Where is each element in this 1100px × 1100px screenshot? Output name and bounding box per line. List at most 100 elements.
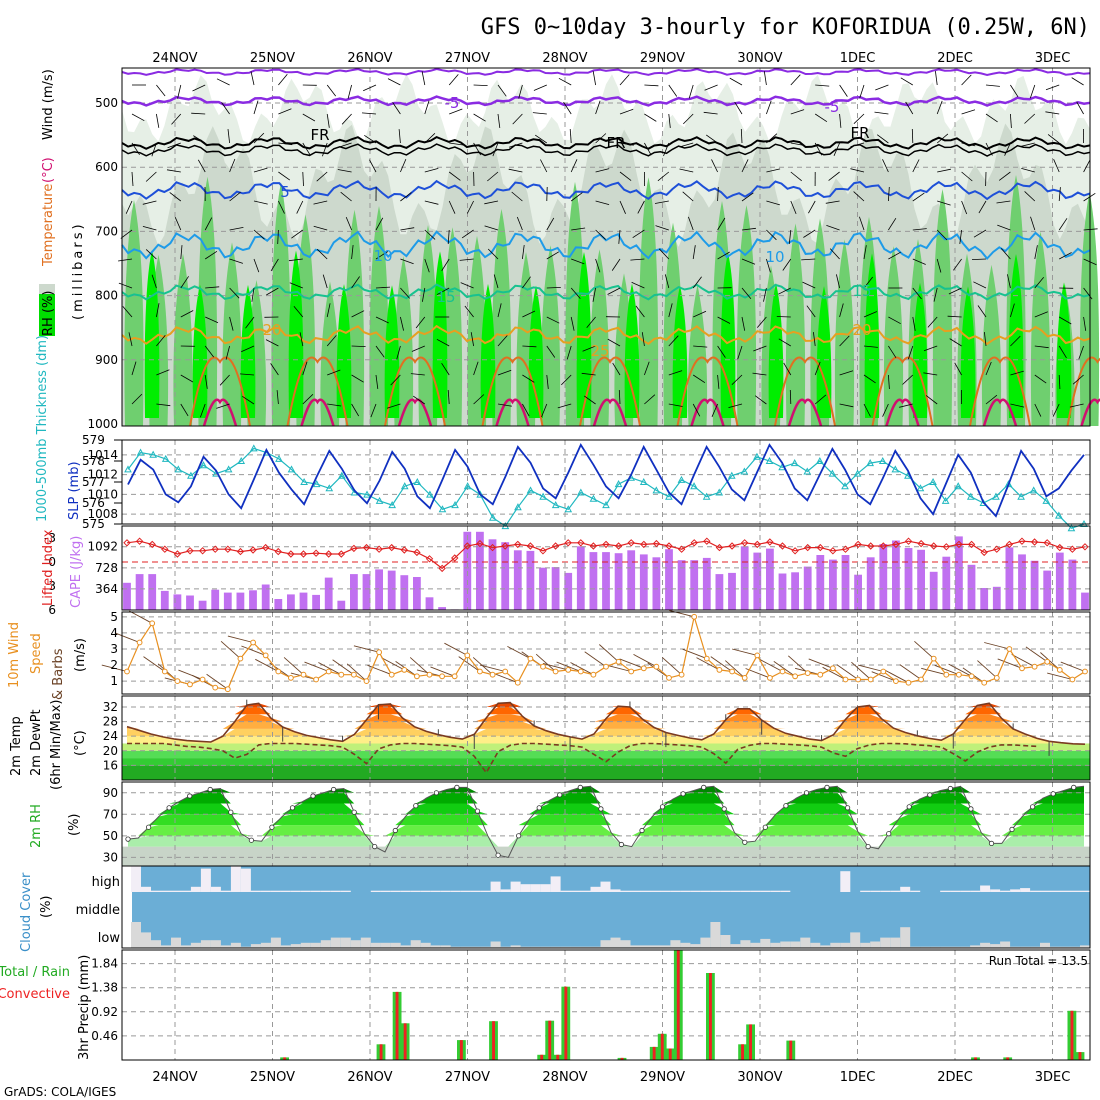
upper-wind-barb [668, 370, 683, 376]
thickness-point-13 [287, 465, 296, 473]
wind-barb-12 [255, 658, 279, 672]
upper-wind-barb [693, 310, 707, 318]
cloud-high-bar-76 [890, 890, 901, 892]
wind-barb-52 [759, 658, 783, 672]
temp-ytick-28: 28 [103, 715, 118, 729]
cape-bar-53 [791, 572, 799, 610]
cape-bar-58 [854, 574, 862, 610]
cloud-high-bar-6 [190, 886, 201, 892]
cape-bar-67 [967, 564, 976, 610]
upper-wind-barb [1021, 142, 1035, 147]
upper-wind-barb [400, 192, 412, 202]
cloud-low-bar-2 [151, 940, 161, 948]
upper-wind-barb [737, 345, 743, 360]
cloud-cover-panel: high middle low [76, 865, 1091, 949]
upper-wind-barb [1053, 159, 1060, 173]
cape-bar-6 [198, 600, 207, 610]
upper-wind-barb [1000, 248, 1011, 260]
upper-wind-barb [815, 84, 830, 87]
isotherm-25-2 [384, 356, 446, 427]
lifted-point-45 [690, 539, 698, 547]
cloud-low-bar-73 [860, 942, 871, 948]
upper-wind-barb [618, 389, 621, 405]
upper-wind-barb [839, 370, 854, 376]
wind-point-21 [388, 671, 395, 678]
thickness-point-19 [363, 490, 371, 498]
cape-bar-70 [1005, 547, 1014, 610]
cloud-high-bar-20 [330, 890, 341, 892]
isotherm-30-9 [1080, 398, 1100, 427]
cloud-high-bar-43 [560, 890, 571, 892]
upper-wind-barb [766, 168, 781, 173]
thickness-point-46 [702, 492, 711, 500]
cloud-high-bar-45 [580, 890, 591, 892]
upper-wind-barb [487, 171, 499, 182]
cloud-high-bar-52 [650, 890, 661, 892]
wind-point-35 [565, 667, 572, 673]
upper-wind-barb [790, 171, 802, 182]
upper-wind-barb [569, 128, 572, 144]
temp-label: Temperature [41, 184, 56, 267]
cloud-high-bar-54 [670, 890, 681, 892]
cloud-low-bar-52 [650, 945, 661, 948]
upper-wind-barb [836, 274, 840, 289]
cape-bar-37 [589, 552, 598, 610]
thickness-point-20 [375, 496, 384, 504]
wind-point-52 [779, 668, 786, 675]
date-axis-bottom: 24NOV 25NOV 26NOV 27NOV 28NOV 29NOV 30NOV 1DEC 2… [152, 1070, 1070, 1085]
upper-wind-barb [790, 74, 801, 86]
upper-wind-barb [839, 113, 842, 128]
wind-point-76 [1082, 668, 1088, 675]
lifted-point-10 [249, 546, 257, 554]
precip-conv-bar-31 [379, 1044, 383, 1060]
upper-wind-barb [278, 171, 291, 181]
upper-wind-barb [239, 373, 255, 376]
upper-wind-barb [448, 171, 461, 181]
rh-core-1 [192, 284, 208, 418]
upper-wind-barb [741, 192, 754, 202]
upper-wind-barb [985, 394, 998, 405]
rh-column-10 [369, 205, 389, 426]
cape-bar-48 [728, 572, 736, 610]
upper-wind-barb [205, 316, 219, 324]
cape-bar-39 [614, 553, 623, 610]
cloud-high-bar-82 [950, 890, 961, 892]
upper-wind-barb [412, 395, 426, 405]
cape-bar-35 [564, 572, 573, 610]
rh2m-point-0 [125, 836, 131, 842]
cloud-high-bar-36 [490, 881, 501, 892]
upper-wind-barb [658, 248, 670, 260]
wind-point-23 [414, 673, 420, 680]
upper-wind-barb [473, 394, 485, 405]
cape-bar-65 [942, 556, 951, 610]
cloud-high-bar-4 [171, 890, 181, 892]
rh2m-point-44 [577, 784, 583, 791]
wind-barb-45 [668, 609, 695, 618]
lifted-point-36 [577, 539, 585, 547]
date-top-3DEC: 3DEC [1035, 51, 1071, 66]
lifted-point-41 [640, 540, 648, 549]
thickness-point-67 [966, 492, 975, 500]
cloud-low-bar-23 [360, 937, 371, 948]
cloud-low-bar-24 [370, 942, 381, 948]
isotherm-15 [121, 283, 1091, 301]
upper-wind-barb [436, 287, 450, 296]
wind-barb-49 [725, 660, 745, 679]
wind-point-69 [993, 675, 1000, 681]
rh2m-point-80 [947, 785, 954, 792]
upper-wind-barb [692, 403, 701, 417]
upper-wind-barb [461, 229, 474, 239]
upper-wind-barb [424, 229, 436, 240]
rh2m-point-42 [557, 792, 563, 798]
cape-bar-36 [576, 546, 585, 610]
precip-ytick-1.38: 1.38 [91, 981, 118, 995]
date-top-27NOV: 27NOV [445, 51, 490, 66]
rh-ytick-50: 50 [103, 829, 118, 843]
rh-column-35 [981, 264, 1002, 426]
thickness-point-0 [124, 465, 132, 473]
upper-wind-barb [912, 228, 927, 231]
contour-label-4: FR [850, 124, 869, 142]
upper-wind-barb [876, 134, 889, 144]
wind-barb-47 [696, 657, 720, 671]
wind10m-panel: 5 4 3 2 1 [101, 609, 1091, 695]
